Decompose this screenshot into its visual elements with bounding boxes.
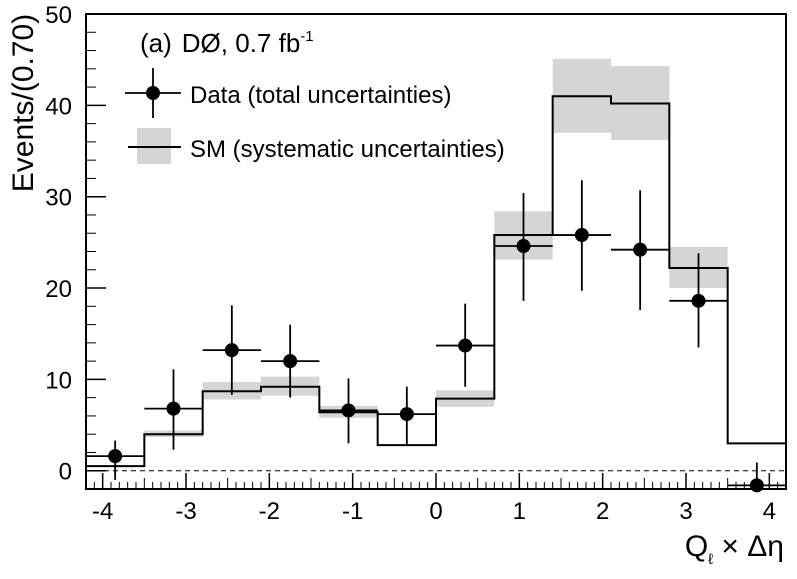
data-point-7 bbox=[494, 193, 553, 301]
data-point-11 bbox=[727, 462, 786, 493]
data-point-8 bbox=[552, 180, 611, 291]
data-marker-1 bbox=[166, 401, 181, 416]
x-tick-label: 2 bbox=[596, 498, 609, 525]
data-point-0 bbox=[86, 440, 145, 480]
x-tick-label: 4 bbox=[763, 498, 776, 525]
x-tick-label: 0 bbox=[429, 498, 442, 525]
x-tick-label: 1 bbox=[513, 498, 526, 525]
x-tick-label: -2 bbox=[259, 498, 280, 525]
axis-ticks bbox=[85, 13, 787, 490]
y-tick-label: 30 bbox=[45, 185, 72, 212]
x-axis-title-sub: ℓ bbox=[708, 551, 713, 568]
x-tick-label: -3 bbox=[175, 498, 196, 525]
data-marker-0 bbox=[108, 449, 123, 464]
data-marker-4 bbox=[341, 403, 356, 418]
legend-data-marker bbox=[125, 68, 181, 118]
legend-sm-marker bbox=[128, 128, 181, 164]
y-tick-label: 20 bbox=[45, 276, 72, 303]
y-tick-label: 50 bbox=[45, 2, 72, 29]
data-marker-8 bbox=[574, 228, 589, 243]
y-tick-label: 10 bbox=[45, 367, 72, 394]
data-point-4 bbox=[319, 378, 378, 444]
sm-step-histogram bbox=[86, 95, 786, 468]
y-tick-label: 0 bbox=[59, 459, 72, 486]
data-point-2 bbox=[202, 305, 261, 395]
data-point-6 bbox=[436, 303, 495, 387]
panel-label: (a) DØ, 0.7 fb-1 bbox=[140, 28, 314, 58]
x-axis-title: Qℓ × Δη bbox=[685, 530, 784, 568]
data-marker-2 bbox=[224, 343, 239, 358]
x-tick-label: -4 bbox=[92, 498, 113, 525]
data-point-10 bbox=[669, 253, 728, 348]
panel-letter: (a) bbox=[140, 28, 172, 58]
y-axis-title: Events/(0.70) bbox=[7, 14, 40, 192]
y-tick-label: 40 bbox=[45, 93, 72, 120]
data-point-3 bbox=[261, 324, 320, 398]
data-marker-5 bbox=[399, 407, 414, 422]
legend-sm-label: SM (systematic uncertainties) bbox=[190, 136, 505, 163]
data-point-5 bbox=[377, 386, 436, 445]
data-marker-11 bbox=[749, 478, 764, 493]
data-marker-10 bbox=[691, 293, 706, 308]
x-axis-title-q: Q bbox=[685, 530, 708, 563]
data-marker-3 bbox=[283, 354, 298, 369]
data-point-1 bbox=[144, 369, 203, 450]
legend-data-label: Data (total uncertainties) bbox=[190, 82, 451, 109]
x-tick-label: 3 bbox=[679, 498, 692, 525]
data-point-9 bbox=[611, 190, 670, 310]
x-tick-label: -1 bbox=[342, 498, 363, 525]
data-points bbox=[86, 180, 786, 493]
experiment-label: DØ, 0.7 fb bbox=[182, 28, 301, 58]
data-marker-6 bbox=[458, 338, 473, 353]
data-marker-7 bbox=[516, 239, 531, 254]
luminosity-exponent: -1 bbox=[300, 28, 313, 45]
data-marker-9 bbox=[633, 242, 648, 257]
x-axis-title-rest: × Δη bbox=[713, 530, 784, 563]
legend: Data (total uncertainties) SM (systemati… bbox=[125, 68, 505, 164]
